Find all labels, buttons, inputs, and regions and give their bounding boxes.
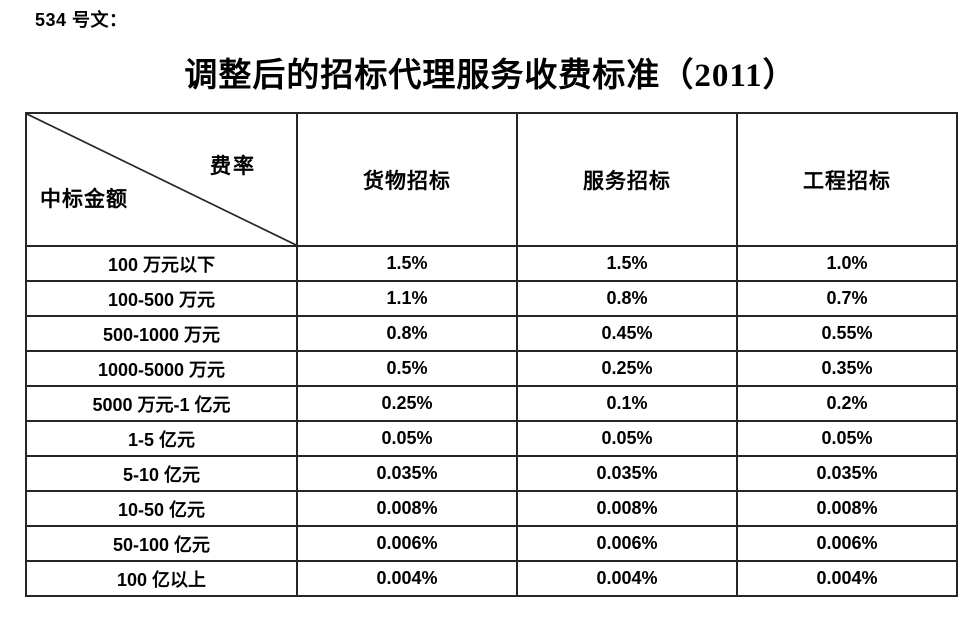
rate-cell: 0.035% — [516, 455, 738, 492]
rate-cell: 0.004% — [516, 560, 738, 597]
row-label: 1000-5000 万元 — [25, 350, 298, 387]
rate-cell: 0.25% — [516, 350, 738, 387]
table-row: 10-50 亿元 0.008% 0.008% 0.008% — [25, 490, 958, 527]
rate-cell: 0.006% — [516, 525, 738, 562]
doc-number-label: 534 号文： — [35, 10, 128, 30]
table-row: 100 万元以下 1.5% 1.5% 1.0% — [25, 245, 958, 282]
rate-cell: 1.0% — [736, 245, 958, 282]
rate-cell: 0.006% — [296, 525, 518, 562]
rate-cell: 0.035% — [296, 455, 518, 492]
table-row: 1-5 亿元 0.05% 0.05% 0.05% — [25, 420, 958, 457]
rate-cell: 0.004% — [736, 560, 958, 597]
row-label: 500-1000 万元 — [25, 315, 298, 352]
corner-label-amount: 中标金额 — [40, 187, 128, 211]
row-label: 100 万元以下 — [25, 245, 298, 282]
rate-cell: 0.35% — [736, 350, 958, 387]
rate-cell: 1.5% — [296, 245, 518, 282]
row-label: 50-100 亿元 — [25, 525, 298, 562]
table-row: 5000 万元-1 亿元 0.25% 0.1% 0.2% — [25, 385, 958, 422]
row-label: 5-10 亿元 — [25, 455, 298, 492]
table-row: 5-10 亿元 0.035% 0.035% 0.035% — [25, 455, 958, 492]
diagonal-line — [27, 114, 296, 245]
table-row: 100 亿以上 0.004% 0.004% 0.004% — [25, 560, 958, 597]
rate-cell: 0.004% — [296, 560, 518, 597]
rate-cell: 0.05% — [296, 420, 518, 457]
rate-cell: 0.25% — [296, 385, 518, 422]
rate-cell: 0.8% — [516, 280, 738, 317]
rate-cell: 0.8% — [296, 315, 518, 352]
rate-cell: 0.7% — [736, 280, 958, 317]
diagonal-corner-cell: 费率 中标金额 — [25, 112, 298, 247]
table-header-row: 费率 中标金额 货物招标 服务招标 工程招标 — [25, 112, 958, 247]
page-title: 调整后的招标代理服务收费标准（2011） — [184, 58, 797, 94]
rate-cell: 1.5% — [516, 245, 738, 282]
rate-cell: 0.008% — [516, 490, 738, 527]
corner-label-rate: 费率 — [210, 154, 256, 178]
rate-cell: 0.55% — [736, 315, 958, 352]
rate-cell: 0.5% — [296, 350, 518, 387]
rate-cell: 0.006% — [736, 525, 958, 562]
rate-cell: 0.008% — [296, 490, 518, 527]
row-label: 1-5 亿元 — [25, 420, 298, 457]
rate-cell: 1.1% — [296, 280, 518, 317]
column-header-services: 服务招标 — [516, 112, 738, 247]
column-header-engineering: 工程招标 — [736, 112, 958, 247]
row-label: 100-500 万元 — [25, 280, 298, 317]
rate-cell: 0.2% — [736, 385, 958, 422]
rate-cell: 0.45% — [516, 315, 738, 352]
table-row: 50-100 亿元 0.006% 0.006% 0.006% — [25, 525, 958, 562]
fee-standard-table: 费率 中标金额 货物招标 服务招标 工程招标 100 万元以下 1.5% 1.5… — [25, 112, 958, 597]
row-label: 10-50 亿元 — [25, 490, 298, 527]
row-label: 100 亿以上 — [25, 560, 298, 597]
table-row: 100-500 万元 1.1% 0.8% 0.7% — [25, 280, 958, 317]
rate-cell: 0.035% — [736, 455, 958, 492]
rate-cell: 0.008% — [736, 490, 958, 527]
rate-cell: 0.05% — [736, 420, 958, 457]
rate-cell: 0.1% — [516, 385, 738, 422]
row-label: 5000 万元-1 亿元 — [25, 385, 298, 422]
table-row: 500-1000 万元 0.8% 0.45% 0.55% — [25, 315, 958, 352]
table-row: 1000-5000 万元 0.5% 0.25% 0.35% — [25, 350, 958, 387]
rate-cell: 0.05% — [516, 420, 738, 457]
column-header-goods: 货物招标 — [296, 112, 518, 247]
